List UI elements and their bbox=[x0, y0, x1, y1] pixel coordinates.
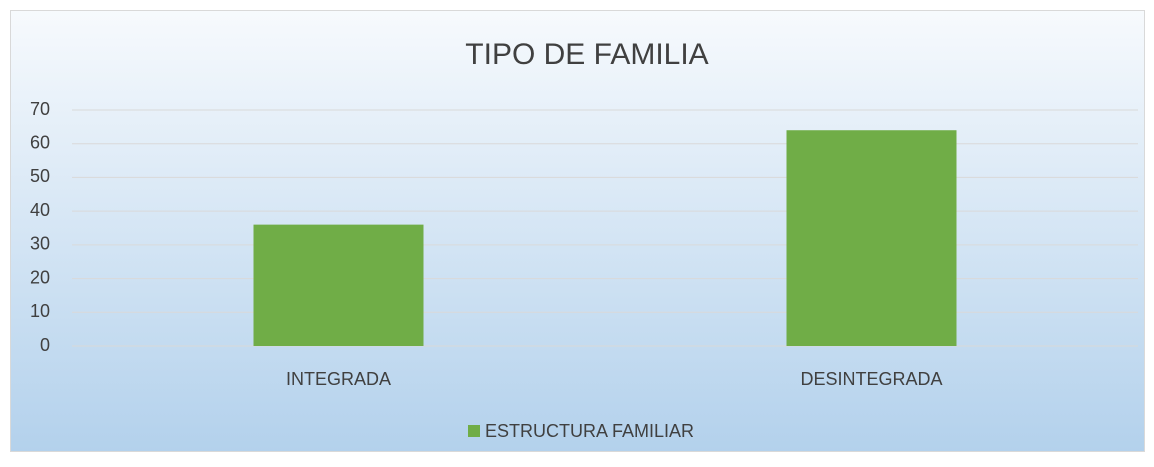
y-tick-label: 30 bbox=[30, 234, 50, 254]
chart-area bbox=[10, 10, 1145, 452]
y-tick-label: 70 bbox=[30, 99, 50, 119]
x-tick-label: DESINTEGRADA bbox=[800, 369, 942, 389]
bar bbox=[786, 130, 957, 346]
legend-swatch bbox=[468, 425, 480, 437]
y-tick-label: 0 bbox=[40, 335, 50, 355]
y-tick-label: 10 bbox=[30, 301, 50, 321]
chart-title: TIPO DE FAMILIA bbox=[465, 38, 708, 71]
bar bbox=[253, 224, 424, 346]
y-tick-label: 60 bbox=[30, 132, 50, 152]
legend-label: ESTRUCTURA FAMILIAR bbox=[485, 421, 694, 441]
y-tick-label: 50 bbox=[30, 166, 50, 186]
y-tick-label: 20 bbox=[30, 267, 50, 287]
y-tick-label: 40 bbox=[30, 200, 50, 220]
x-tick-label: INTEGRADA bbox=[286, 369, 391, 389]
